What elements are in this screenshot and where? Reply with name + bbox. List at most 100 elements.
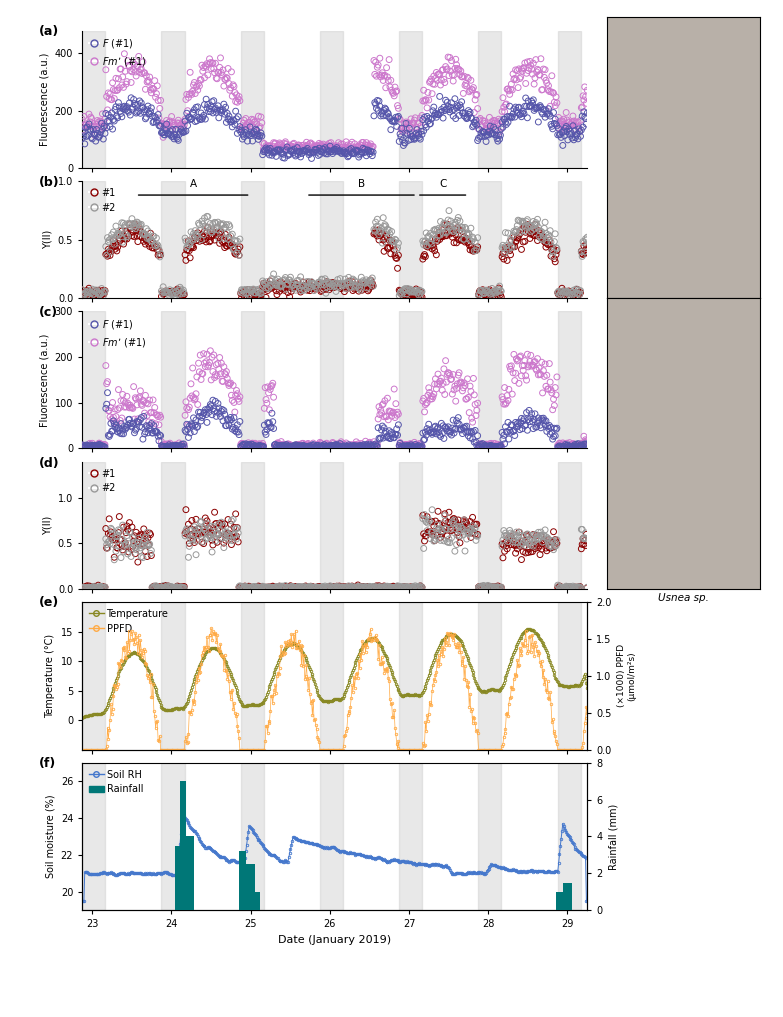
Point xyxy=(448,381,460,398)
Point xyxy=(299,279,312,295)
Point xyxy=(127,216,139,232)
Point xyxy=(318,580,330,596)
Point xyxy=(581,229,594,245)
Point xyxy=(326,143,338,160)
Point xyxy=(553,580,565,596)
Point xyxy=(379,230,392,246)
Point xyxy=(275,580,287,596)
Point xyxy=(164,439,177,456)
Point xyxy=(446,427,458,443)
Point xyxy=(351,142,363,159)
Point xyxy=(420,523,433,539)
Point xyxy=(550,95,563,111)
Point xyxy=(471,230,484,246)
Point xyxy=(364,143,377,160)
Point xyxy=(115,222,128,238)
Point xyxy=(530,227,543,243)
Point xyxy=(368,433,381,450)
Point xyxy=(361,280,373,296)
Point xyxy=(541,381,554,398)
Point xyxy=(431,231,444,247)
Point xyxy=(340,579,352,595)
Point xyxy=(339,579,352,595)
Point xyxy=(280,580,293,596)
Point xyxy=(537,527,550,543)
Point xyxy=(199,359,211,375)
Point xyxy=(578,530,590,546)
Point xyxy=(233,247,245,263)
Point xyxy=(207,93,220,109)
Point xyxy=(410,281,422,297)
Point xyxy=(85,285,97,301)
Point xyxy=(128,411,141,427)
Point xyxy=(225,114,237,130)
Point xyxy=(174,124,186,140)
Point xyxy=(553,287,565,303)
Point xyxy=(197,365,209,381)
Point xyxy=(193,521,205,537)
Point xyxy=(287,437,299,454)
Point xyxy=(395,128,407,144)
Point xyxy=(96,115,108,131)
Point xyxy=(131,214,143,230)
Point xyxy=(406,437,418,454)
Point xyxy=(240,288,253,304)
Point xyxy=(370,579,382,595)
Point xyxy=(548,115,561,131)
Point xyxy=(283,145,295,162)
Point xyxy=(104,85,117,102)
Point xyxy=(122,536,135,552)
Point xyxy=(269,143,281,160)
Point xyxy=(273,437,286,454)
Point xyxy=(555,436,568,453)
Point xyxy=(163,436,175,453)
Point xyxy=(272,137,284,154)
Point xyxy=(141,102,153,118)
Point xyxy=(334,279,346,295)
Point xyxy=(481,117,493,133)
Point xyxy=(244,438,257,455)
Point xyxy=(479,579,492,595)
Point xyxy=(151,77,164,94)
Point xyxy=(243,287,255,303)
Point xyxy=(240,437,252,454)
Point xyxy=(533,228,546,244)
Point xyxy=(245,435,258,452)
Point xyxy=(249,288,262,304)
Point xyxy=(160,436,172,453)
Point xyxy=(143,420,155,436)
Point xyxy=(571,438,583,455)
Point xyxy=(104,118,117,134)
Point xyxy=(338,437,351,454)
Point xyxy=(243,114,255,130)
Point xyxy=(324,580,337,596)
Point xyxy=(420,514,432,530)
Point xyxy=(447,366,460,382)
Point xyxy=(232,391,244,407)
Point xyxy=(548,539,561,555)
Point xyxy=(278,272,290,288)
Point xyxy=(504,361,517,377)
Point xyxy=(212,527,225,543)
Bar xyxy=(244,851,245,910)
Point xyxy=(283,146,296,163)
Point xyxy=(96,437,109,454)
Point xyxy=(435,529,447,545)
Point xyxy=(529,99,542,115)
Point xyxy=(130,421,143,437)
Point xyxy=(551,285,564,301)
Point xyxy=(209,366,222,382)
Point xyxy=(567,580,579,596)
Point xyxy=(388,87,400,104)
Point xyxy=(549,534,561,550)
Point xyxy=(111,424,124,440)
Point xyxy=(131,534,143,550)
Point xyxy=(218,78,230,95)
Point xyxy=(561,437,574,454)
Point xyxy=(431,503,444,520)
Point xyxy=(337,279,350,295)
Point xyxy=(319,435,332,452)
Point xyxy=(409,130,421,146)
Point xyxy=(409,283,421,299)
Point xyxy=(262,144,274,161)
